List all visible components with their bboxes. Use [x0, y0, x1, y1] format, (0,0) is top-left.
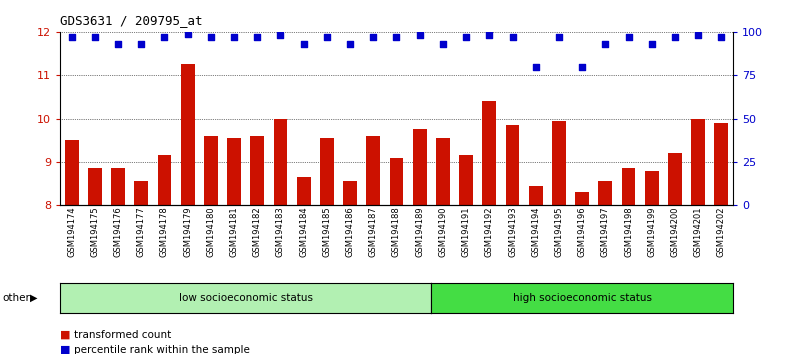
Bar	[65, 140, 78, 205]
Bar	[296, 177, 311, 205]
Bar	[552, 121, 566, 205]
Bar	[668, 153, 682, 205]
Point	[646, 41, 658, 47]
Point	[181, 31, 194, 36]
Text: GDS3631 / 209795_at: GDS3631 / 209795_at	[60, 14, 203, 27]
Point	[204, 34, 217, 40]
Text: ■: ■	[60, 345, 70, 354]
Point	[158, 34, 171, 40]
Point	[599, 41, 612, 47]
Point	[274, 33, 287, 38]
Text: low socioeconomic status: low socioeconomic status	[179, 293, 312, 303]
Point	[227, 34, 240, 40]
Bar	[227, 138, 241, 205]
Point	[483, 33, 496, 38]
Bar	[204, 136, 218, 205]
Bar	[251, 136, 264, 205]
Bar	[691, 119, 705, 205]
Point	[692, 33, 705, 38]
Point	[413, 33, 426, 38]
Point	[669, 34, 682, 40]
Point	[88, 34, 101, 40]
Bar	[273, 119, 288, 205]
Point	[344, 41, 356, 47]
Point	[65, 34, 78, 40]
Point	[135, 41, 147, 47]
Bar	[529, 186, 542, 205]
Point	[529, 64, 542, 69]
Bar	[482, 101, 497, 205]
Bar	[320, 138, 334, 205]
Point	[111, 41, 124, 47]
Bar	[622, 169, 635, 205]
Point	[437, 41, 449, 47]
Text: ▶: ▶	[30, 293, 38, 303]
Bar	[158, 155, 171, 205]
Point	[460, 34, 473, 40]
Bar	[714, 123, 728, 205]
Bar	[135, 182, 148, 205]
Text: high socioeconomic status: high socioeconomic status	[513, 293, 651, 303]
Text: percentile rank within the sample: percentile rank within the sample	[74, 345, 251, 354]
Bar	[645, 171, 658, 205]
Bar	[389, 158, 404, 205]
Bar	[505, 125, 520, 205]
Point	[553, 34, 566, 40]
Point	[367, 34, 380, 40]
Bar	[413, 130, 427, 205]
Point	[251, 34, 264, 40]
Point	[297, 41, 310, 47]
Bar	[575, 192, 589, 205]
Bar	[111, 169, 125, 205]
Text: ■: ■	[60, 330, 70, 339]
Point	[622, 34, 635, 40]
Point	[715, 34, 728, 40]
Text: transformed count: transformed count	[74, 330, 171, 339]
Bar	[181, 64, 195, 205]
Point	[390, 34, 403, 40]
Bar	[88, 169, 102, 205]
Bar	[366, 136, 380, 205]
Point	[506, 34, 519, 40]
Bar	[459, 155, 473, 205]
Point	[576, 64, 589, 69]
Bar	[343, 182, 357, 205]
Text: other: other	[2, 293, 30, 303]
Point	[320, 34, 333, 40]
Bar	[436, 138, 450, 205]
Bar	[598, 182, 612, 205]
